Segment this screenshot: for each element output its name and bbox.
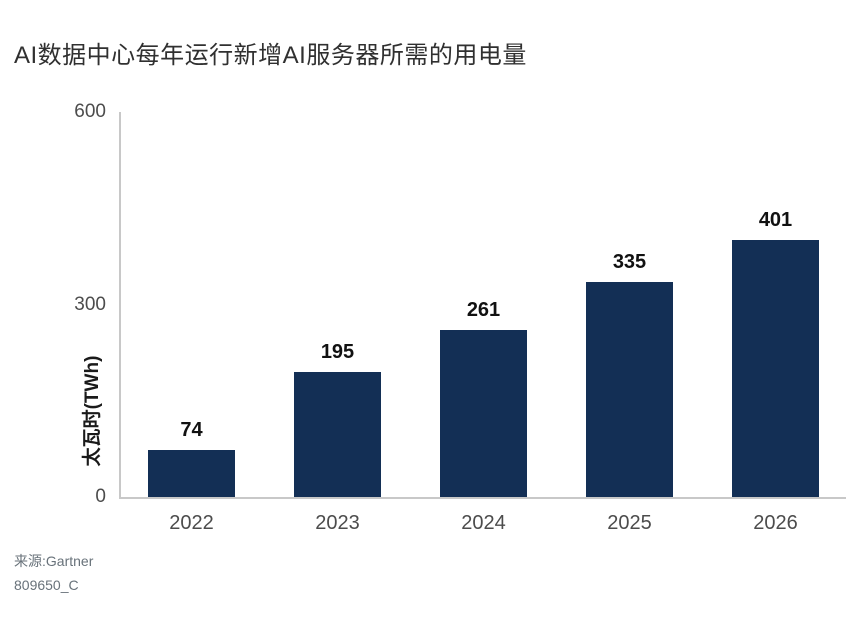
x-tick-label-2022: 2022 (169, 512, 214, 534)
y-tick-label-600: 600 (74, 101, 106, 122)
x-tick-label-2026: 2026 (753, 512, 798, 534)
y-axis-title: 太瓦时(TWh) (82, 355, 103, 467)
x-tick-label-2023: 2023 (315, 512, 360, 534)
bar-group-2025: 335 2025 (586, 112, 673, 534)
y-tick-label-0: 0 (95, 486, 106, 507)
bar-value-label: 74 (180, 419, 203, 441)
bar-2025 (586, 282, 673, 497)
bar-value-label: 401 (758, 209, 793, 231)
bar-2026 (732, 240, 819, 497)
x-axis-baseline (119, 497, 846, 499)
chart-title: AI数据中心每年运行新增AI服务器所需的用电量 (14, 42, 527, 69)
bar-2024 (440, 330, 527, 497)
bar-value-label: 195 (320, 341, 355, 363)
bar-chart-plot-area: 太瓦时(TWh) 0 300 600 74 2022 195 2023 261 2024 335 2… (74, 101, 846, 534)
bar-2023 (294, 372, 381, 497)
bar-group-2026: 401 2026 (732, 112, 819, 534)
x-tick-label-2025: 2025 (607, 512, 652, 534)
y-tick-label-300: 300 (74, 293, 106, 315)
bar-value-label: 335 (612, 251, 647, 273)
y-axis-line (119, 112, 121, 499)
bar-2022 (148, 450, 235, 497)
document-id: 809650_C (14, 577, 79, 593)
bar-group-2022: 74 2022 (148, 112, 235, 534)
source-note: 来源:Gartner (14, 553, 94, 569)
bar-value-label: 261 (466, 299, 501, 321)
bar-group-2023: 195 2023 (294, 112, 381, 534)
bar-group-2024: 261 2024 (440, 112, 527, 534)
x-tick-label-2024: 2024 (461, 512, 506, 534)
